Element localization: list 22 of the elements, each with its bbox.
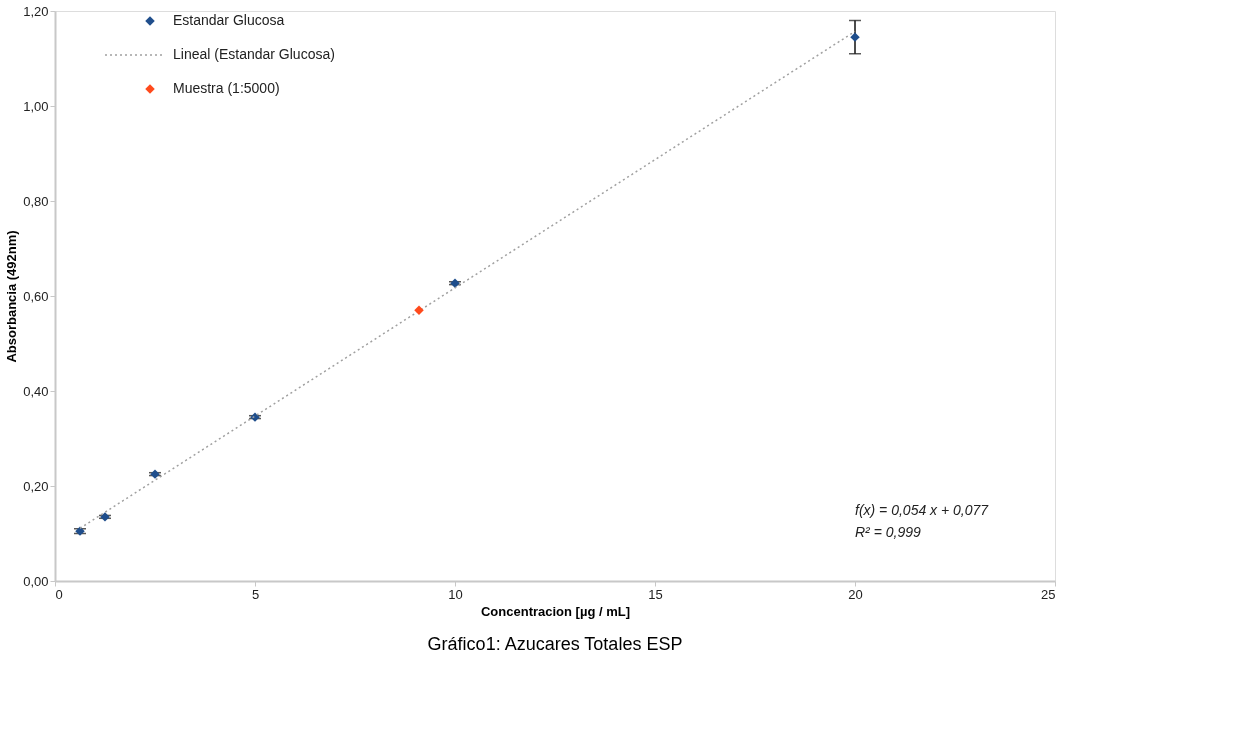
text: Gráfico1: Azucares Totales ESP bbox=[427, 634, 683, 654]
legend-label: Estandar Glucosa bbox=[173, 12, 285, 28]
y-tick-label: 0,60 bbox=[23, 288, 49, 304]
x-tick-label: 25 bbox=[1041, 586, 1056, 602]
y-tick-label: 1,20 bbox=[23, 3, 49, 19]
y-tick-label: 0,20 bbox=[23, 478, 49, 494]
x-tick-label: 0 bbox=[55, 586, 63, 602]
legend-label: Muestra (1:5000) bbox=[173, 80, 280, 96]
y-tick-label: 0,00 bbox=[23, 573, 49, 589]
y-axis-title: Absorbancia (492nm) bbox=[4, 230, 20, 363]
annotation: R² = 0,999 bbox=[855, 524, 921, 540]
legend-label: Lineal (Estandar Glucosa) bbox=[173, 46, 335, 62]
x-tick-label: 15 bbox=[648, 586, 663, 602]
annotation: f(x) = 0,054 x + 0,077 bbox=[855, 502, 990, 518]
x-tick-label: 20 bbox=[848, 586, 863, 602]
y-tick-label: 0,40 bbox=[23, 383, 49, 399]
point bbox=[450, 278, 460, 288]
x-tick-label: 5 bbox=[251, 586, 260, 602]
y-tick-label: 1,00 bbox=[23, 98, 49, 114]
x-axis-title: Concentracion [µg / mL] bbox=[480, 603, 631, 619]
y-tick-label: 0,80 bbox=[23, 193, 49, 209]
x-tick-label: 10 bbox=[448, 586, 463, 602]
